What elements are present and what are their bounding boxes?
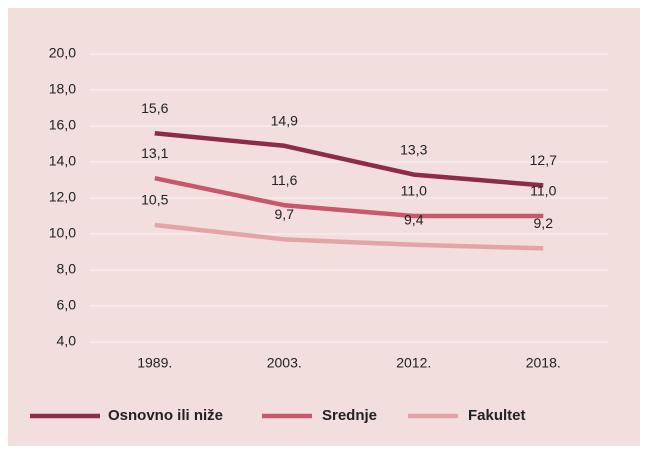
data-label: 11,0 (530, 183, 556, 199)
data-label: 15,6 (141, 100, 168, 116)
data-label: 13,1 (141, 145, 168, 161)
data-label: 9,2 (534, 215, 554, 231)
line-series (154, 130, 544, 188)
y-tick-label: 20,0 (49, 45, 76, 61)
x-tick-label: 2012. (396, 355, 431, 371)
y-tick-label: 16,0 (49, 117, 76, 133)
background (8, 8, 640, 446)
x-tick-label: 1989. (137, 355, 172, 371)
y-tick-label: 10,0 (49, 225, 76, 241)
line-series (154, 222, 544, 251)
y-tick-label: 12,0 (49, 189, 76, 205)
data-label: 9,4 (404, 212, 424, 228)
x-tick-label: 2003. (267, 355, 302, 371)
data-label: 12,7 (530, 152, 557, 168)
y-tick-label: 6,0 (57, 297, 77, 313)
legend-label: Srednje (322, 407, 377, 424)
y-tick-label: 18,0 (49, 81, 76, 97)
data-label: 11,6 (271, 172, 297, 188)
legend-label: Fakultet (468, 407, 526, 424)
data-label: 13,3 (400, 141, 427, 157)
legend-label: Osnovno ili niže (108, 407, 223, 424)
data-label: 9,7 (275, 206, 295, 222)
y-tick-label: 4,0 (57, 333, 77, 349)
y-tick-label: 14,0 (49, 153, 76, 169)
data-label: 10,5 (141, 192, 168, 208)
data-label: 11,0 (401, 183, 427, 199)
data-label: 14,9 (271, 113, 298, 129)
line-series (154, 175, 544, 219)
y-tick-label: 8,0 (57, 261, 77, 277)
x-tick-label: 2018. (526, 355, 561, 371)
